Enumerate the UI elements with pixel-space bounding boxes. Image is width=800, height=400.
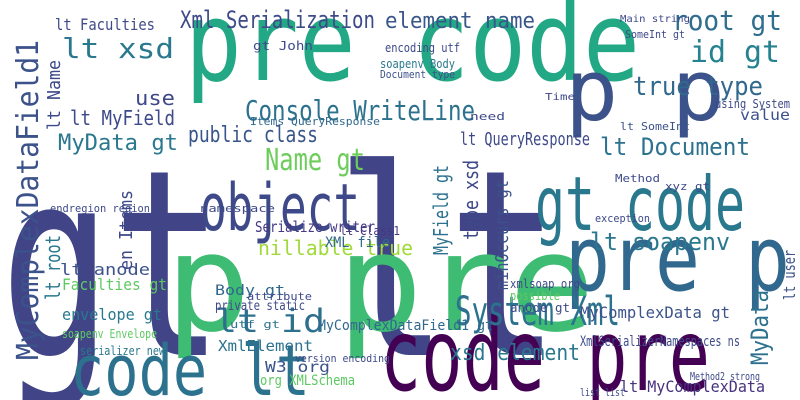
word: lt MyComplexData [620, 377, 765, 396]
word: lt root [41, 235, 65, 300]
word: pre p [565, 207, 790, 312]
word: nillable true [258, 236, 413, 260]
word: possible [510, 289, 560, 303]
word: use [135, 86, 175, 110]
word: gt John [253, 39, 313, 53]
word: Items QueryResponse [250, 115, 380, 128]
word: lt id [215, 302, 325, 340]
word: version encoding [295, 352, 390, 365]
word: XmlSerializerNamespaces ns [580, 334, 740, 350]
word: root gt [672, 4, 782, 37]
word: public class [188, 123, 318, 148]
word: p pre [165, 205, 595, 362]
word: Method [615, 172, 660, 185]
word: envelope gt [62, 305, 162, 324]
word: XML file [325, 235, 390, 251]
word: encoding utf [385, 41, 460, 55]
word: System Xml [455, 289, 620, 335]
word: using System [715, 97, 790, 111]
word: attribute [247, 290, 312, 303]
word: pre code [185, 0, 640, 106]
word: Name gt [265, 143, 365, 178]
word: list list [580, 386, 625, 399]
word: XmlElement [218, 337, 313, 355]
word: lt anode [60, 260, 150, 279]
word: id gt [690, 35, 780, 70]
word: lt SomeInt [620, 120, 690, 133]
word: serializer new [80, 344, 166, 358]
word: en Items [116, 190, 137, 270]
word: minOccurs gt [492, 180, 513, 290]
word: MyData [746, 290, 774, 365]
word: value [740, 106, 790, 124]
word: type xsd [459, 160, 483, 240]
word: private static [215, 299, 305, 314]
word: code lt [70, 330, 310, 400]
word: element name [385, 9, 535, 34]
word: Console WriteLine [245, 94, 475, 127]
word: MyComplexData gt [580, 303, 730, 322]
word: lt user [780, 250, 799, 300]
word: lt QueryResponse [460, 129, 590, 150]
word: lt xsd [62, 32, 174, 65]
word: gt code [535, 160, 745, 248]
word: xsd element [450, 341, 580, 366]
word: lt soapenv [590, 228, 730, 256]
word: MyData gt [58, 131, 178, 156]
word: lt Class1 [340, 224, 400, 238]
word: Method2 strong [690, 370, 760, 383]
word: xyz gt [665, 180, 710, 193]
word: lt Document [600, 133, 750, 161]
word: need [470, 110, 505, 123]
word: MyField gt [429, 165, 453, 255]
word: Main string [620, 14, 690, 25]
word: Document type [380, 68, 455, 81]
word: namespace [200, 202, 275, 215]
word: MyComplexDataField1 gt [318, 318, 493, 334]
word: gt lt [0, 115, 560, 400]
word: lt Faculties [55, 15, 155, 34]
word: W3 org [265, 358, 330, 376]
word: org XMLSchema [260, 373, 355, 389]
word: true type [633, 72, 763, 102]
word: SomeInt gt [625, 28, 685, 41]
word: endregion region [50, 202, 150, 215]
word: lt MyField [70, 106, 175, 130]
word: Xml Serialization [180, 6, 375, 34]
word: anode gt [510, 301, 570, 315]
word: exception [595, 212, 650, 225]
word: xmlsoap org [510, 277, 580, 291]
word: Time [545, 92, 575, 103]
word: lt Name [44, 60, 65, 130]
word: soapenv Envelope [62, 327, 157, 341]
word: utf gt [230, 318, 280, 331]
word: soapenv Body [380, 57, 455, 71]
word: Faculties gt [62, 275, 167, 294]
word: p p [565, 42, 725, 141]
word: MyComplexDataField1 [11, 40, 46, 360]
word: Body gt [215, 283, 285, 299]
word: code pre [380, 297, 710, 400]
word: Serialize writer [255, 218, 375, 236]
word: object [200, 171, 360, 246]
